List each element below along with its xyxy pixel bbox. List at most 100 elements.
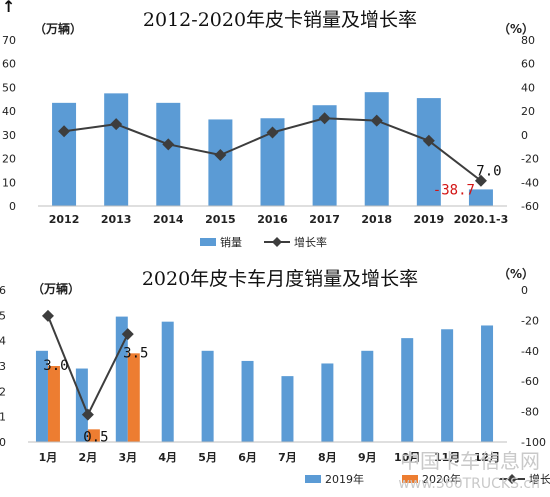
chart1-y2tick-label: -60	[521, 200, 539, 213]
chart1-bar	[156, 102, 181, 206]
chart2-left-unit: （万辆）	[32, 281, 80, 296]
chart2-category-label: 10月	[394, 451, 420, 464]
corner-mark: ↑	[2, 0, 15, 16]
chart2-y2tick-label: -40	[521, 345, 539, 358]
chart2-bar	[127, 353, 140, 442]
chart2-bar	[481, 325, 494, 442]
chart2-category-label: 1月	[39, 451, 58, 464]
chart1-category-label: 2013	[101, 213, 132, 226]
chart2-ytick-label: 0	[0, 436, 6, 449]
chart1-ytick-label: 0	[9, 200, 16, 213]
chart1-bar	[364, 92, 389, 206]
chart1-left-unit: （万辆）	[34, 21, 82, 36]
chart1-y2tick-label: 40	[521, 81, 535, 94]
chart1-category-label: 2015	[205, 213, 236, 226]
chart2-category-label: 12月	[474, 451, 500, 464]
chart1-bar	[468, 189, 493, 206]
chart1-ytick-label: 70	[2, 34, 16, 47]
chart2-legend-label: 2020年	[422, 472, 461, 486]
watermark-line1: 中国卡车信息网	[400, 449, 540, 473]
chart2-category-label: 11月	[434, 451, 460, 464]
chart1-ytick-label: 20	[2, 153, 16, 166]
chart2-legend-label: 增长率	[529, 472, 550, 486]
chart2-bar	[47, 366, 60, 442]
chart2-line-point	[121, 328, 134, 341]
chart2-bar	[441, 329, 454, 442]
chart1-legend-marker	[272, 237, 282, 247]
chart2-category-label: 7月	[278, 451, 297, 464]
chart2-ytick-label: 2	[0, 385, 6, 398]
chart1-bar	[208, 119, 233, 206]
chart1-line-point	[422, 134, 435, 147]
chart2-legend-label: 2019年	[325, 472, 364, 486]
chart2-category-label: 2月	[79, 451, 98, 464]
chart1-y2tick-label: 0	[521, 129, 528, 142]
chart1-category-label: 2012	[49, 213, 80, 226]
chart1-title: 2012-2020年皮卡销量及增长率	[143, 9, 417, 31]
watermark-line2: www.360TRUCKS.cn	[398, 476, 540, 492]
chart2-title: 2020年皮卡车月度销量及增长率	[142, 268, 418, 290]
chart2-bar	[201, 350, 214, 442]
chart2-legend-swatch	[402, 475, 418, 483]
chart2-bar	[281, 376, 294, 442]
chart1-bar	[104, 93, 129, 206]
chart1-bar	[52, 102, 77, 206]
chart2-ytick-label: 1	[0, 411, 6, 424]
chart2-bar	[75, 368, 88, 442]
chart1-y2tick-label: -20	[521, 153, 539, 166]
chart1-ytick-label: 30	[2, 129, 16, 142]
chart1-y2tick-label: -40	[521, 176, 539, 189]
chart1-line-point	[214, 149, 227, 162]
chart1-line-point	[162, 138, 175, 151]
chart2-line-point	[41, 309, 54, 322]
chart1-ytick-label: 50	[2, 81, 16, 94]
chart1-line-point	[58, 125, 71, 138]
chart2-y2tick-label: -60	[521, 375, 539, 388]
chart2-category-label: 6月	[238, 451, 257, 464]
chart1-ytick-label: 40	[2, 105, 16, 118]
chart1-line-point	[266, 126, 279, 139]
chart2-category-label: 9月	[358, 451, 377, 464]
chart2-y2tick-label: -20	[521, 314, 539, 327]
chart2-category-label: 5月	[198, 451, 217, 464]
chart1-y2tick-label: 20	[521, 105, 535, 118]
chart2-y2tick-label: 0	[521, 284, 528, 297]
chart1-category-label: 2017	[309, 213, 340, 226]
chart1-category-label: 2014	[153, 213, 184, 226]
chart2-ytick-label: 5	[0, 309, 6, 322]
chart2-bar	[87, 429, 100, 442]
chart2-bar	[401, 338, 414, 442]
chart1-data-label: 7.0	[476, 163, 501, 179]
chart1-legend-swatch	[200, 238, 216, 246]
chart1-line-point	[110, 118, 123, 131]
chart1-right-unit: （%）	[498, 21, 534, 36]
chart2: 0 1 2 3 4 5 6 -100 -80 -60 -40 -20 0 1月 2月 3月 4月 5月 6月 7月 8月…	[0, 284, 550, 486]
chart2-ytick-label: 6	[0, 284, 6, 297]
chart1-legend-label: 销量	[220, 235, 242, 249]
chart2-ytick-label: 3	[0, 360, 6, 373]
chart2-legend-swatch	[305, 475, 321, 483]
chart2-right-unit: （%）	[498, 266, 534, 281]
chart1-category-label: 2018	[361, 213, 392, 226]
chart2-y2tick-label: -80	[521, 406, 539, 419]
chart2-ytick-label: 4	[0, 335, 6, 348]
chart2-y2tick-label: -100	[521, 436, 546, 449]
chart1-y2tick-label: 60	[521, 58, 535, 71]
chart1-category-label: 2019	[414, 213, 445, 226]
chart2-category-label: 8月	[318, 451, 337, 464]
chart2-bar	[361, 350, 374, 442]
chart1-category-label: 2016	[257, 213, 288, 226]
chart1-bar	[416, 98, 441, 206]
chart1-ytick-label: 60	[2, 58, 16, 71]
chart2-bar	[161, 321, 174, 442]
chart2-data-label: 3.5	[123, 345, 148, 361]
chart2-data-label: 0.5	[83, 429, 108, 445]
chart2-bar	[115, 316, 128, 442]
chart2-data-label: 3.0	[43, 358, 68, 374]
chart2-category-label: 3月	[118, 451, 137, 464]
chart2-line-point	[81, 408, 94, 421]
chart1-data-label: -38.7	[433, 183, 475, 199]
chart1-line-point	[370, 114, 383, 127]
chart1-line-point	[474, 174, 487, 187]
